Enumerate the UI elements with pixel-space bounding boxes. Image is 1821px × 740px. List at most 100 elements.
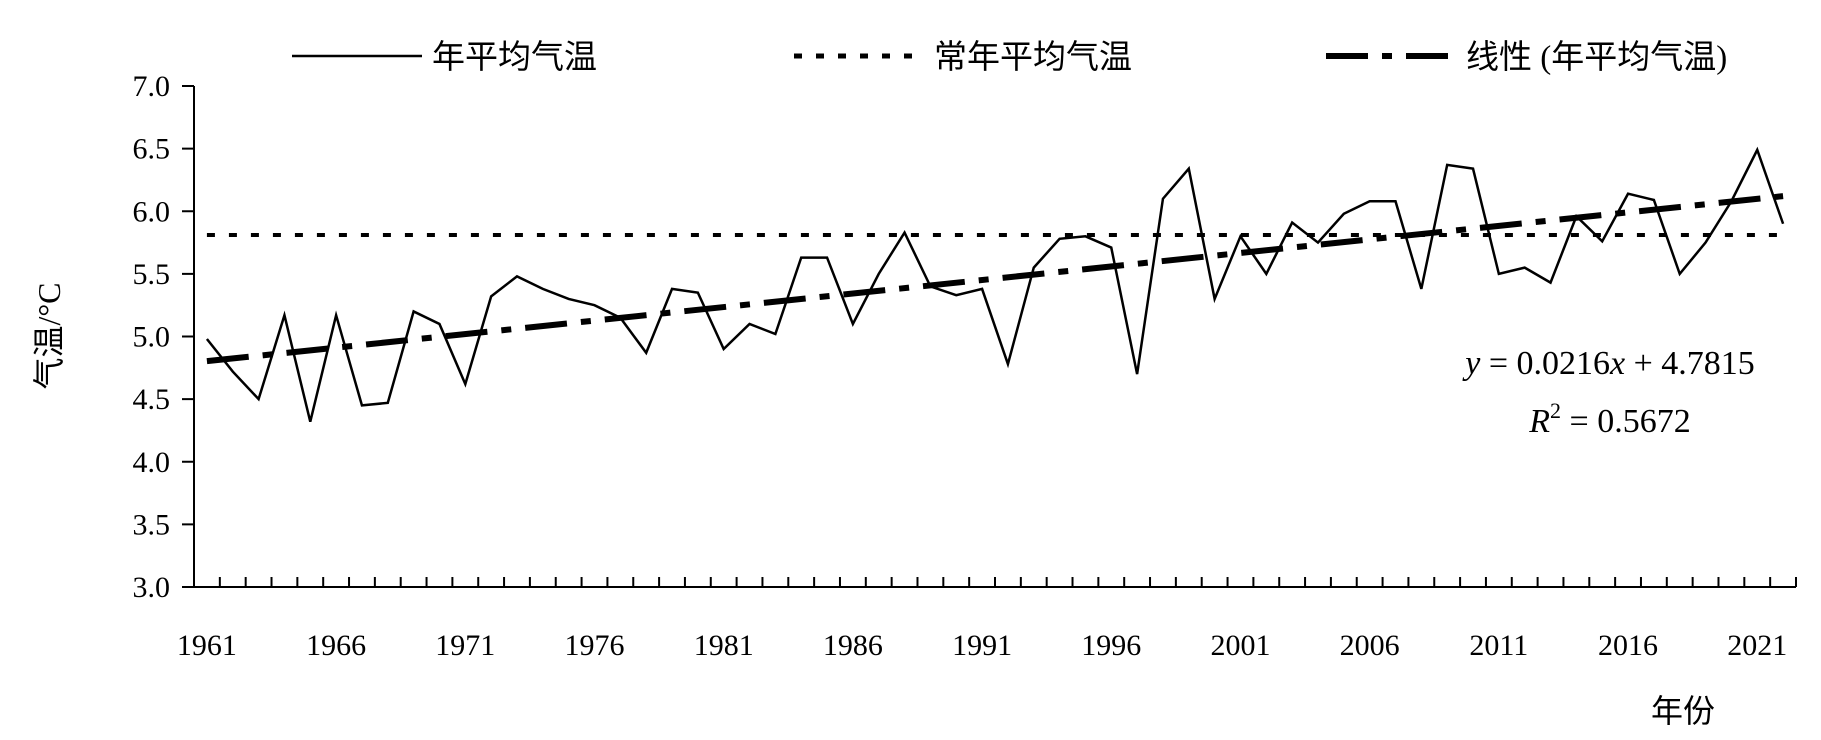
data-point <box>1111 247 1112 248</box>
data-point <box>1576 216 1577 217</box>
x-tick-label: 2006 <box>1340 629 1400 662</box>
data-point <box>1395 201 1396 202</box>
x-tick-label: 2021 <box>1727 629 1787 662</box>
data-point <box>1343 213 1344 214</box>
data-point <box>387 402 388 403</box>
x-tick-label: 1996 <box>1081 629 1141 662</box>
data-point <box>749 323 750 324</box>
x-tick-label: 1991 <box>952 629 1012 662</box>
data-point <box>672 288 673 289</box>
y-tick-label: 6.0 <box>133 195 171 228</box>
data-point <box>620 317 621 318</box>
x-tick-label: 1971 <box>435 629 495 662</box>
data-point <box>1705 242 1706 243</box>
data-point <box>491 296 492 297</box>
x-axis-title: 年份 <box>1651 693 1715 729</box>
series-line-linear-trend <box>206 193 1784 365</box>
data-point <box>336 315 337 316</box>
data-point <box>1085 236 1086 237</box>
data-point <box>878 273 879 274</box>
x-tick-label: 1986 <box>823 629 883 662</box>
y-axis-title: 气温/°C <box>31 282 67 389</box>
data-point <box>930 286 931 287</box>
data-point <box>956 295 957 296</box>
y-tick-label: 4.5 <box>133 383 171 416</box>
data-point <box>697 292 698 293</box>
x-tick-label: 2001 <box>1210 629 1270 662</box>
x-ticks: 1961 1966 1971 1976 1981 1986 1991 1996 2001 2006… <box>177 577 1797 662</box>
x-tick-label: 2016 <box>1598 629 1658 662</box>
data-point <box>1550 282 1551 283</box>
y-tick-label: 5.0 <box>133 321 171 354</box>
y-tick-label: 5.5 <box>133 258 171 291</box>
x-tick-label: 1976 <box>565 629 625 662</box>
y-ticks: 3.0 3.5 4.0 4.5 5.0 5.5 6.0 6.5 7.0 <box>133 70 194 604</box>
data-point <box>542 288 543 289</box>
data-point <box>801 257 802 258</box>
data-point <box>1653 199 1654 200</box>
data-point <box>439 323 440 324</box>
y-tick-label: 7.0 <box>133 70 171 103</box>
legend-label-linear-trend: 线性 (年平均气温) <box>1466 39 1727 76</box>
data-point <box>1137 374 1138 375</box>
data-point <box>1628 193 1629 194</box>
series-line-annual-mean <box>205 146 1785 422</box>
data-point <box>232 371 233 372</box>
data-point <box>1059 238 1060 239</box>
x-tick-label: 1961 <box>177 629 237 662</box>
data-point <box>1188 168 1189 169</box>
series-layer <box>205 146 1785 422</box>
trend-r-squared-text: R2 = 0.5672 <box>1528 398 1690 440</box>
data-point <box>1266 273 1267 274</box>
data-point <box>594 305 595 306</box>
x-tick-label: 2011 <box>1469 629 1528 662</box>
data-point <box>1783 223 1784 224</box>
data-point <box>904 232 905 233</box>
data-point <box>1421 288 1422 289</box>
trend-equation: y = 0.0216x + 4.7815 R2 = 0.5672 <box>1462 345 1755 440</box>
data-point <box>1473 168 1474 169</box>
data-point <box>284 315 285 316</box>
data-point <box>1369 201 1370 202</box>
data-point <box>1292 222 1293 223</box>
legend-label-normal-mean: 常年平均气温 <box>934 39 1132 76</box>
data-point <box>1498 273 1499 274</box>
y-tick-label: 6.5 <box>133 133 171 166</box>
legend-label-annual-mean: 年平均气温 <box>432 39 597 76</box>
y-tick-label: 3.5 <box>133 508 171 541</box>
data-point <box>1007 364 1008 365</box>
data-point <box>310 421 311 422</box>
data-point <box>1602 241 1603 242</box>
x-tick-label: 1966 <box>306 629 366 662</box>
data-point <box>1162 198 1163 199</box>
data-point <box>982 288 983 289</box>
data-point <box>646 352 647 353</box>
data-point <box>827 257 828 258</box>
data-point <box>1679 273 1680 274</box>
data-point <box>1240 236 1241 237</box>
data-point <box>1317 242 1318 243</box>
data-point <box>1447 164 1448 165</box>
data-point <box>516 276 517 277</box>
data-point <box>723 349 724 350</box>
data-point <box>852 323 853 324</box>
x-tick-label: 1981 <box>694 629 754 662</box>
data-point <box>258 399 259 400</box>
legend: 年平均气温 常年平均气温 线性 (年平均气温) <box>292 39 1727 76</box>
data-point <box>465 384 466 385</box>
data-point <box>568 298 569 299</box>
data-point <box>361 405 362 406</box>
y-tick-label: 3.0 <box>133 571 171 604</box>
data-point <box>413 311 414 312</box>
y-tick-label: 4.0 <box>133 446 171 479</box>
data-point <box>1524 267 1525 268</box>
trend-equation-text: y = 0.0216x + 4.7815 <box>1462 345 1755 382</box>
axes: 3.0 3.5 4.0 4.5 5.0 5.5 6.0 6.5 7.0 1961 1966 1971… <box>133 70 1797 662</box>
data-point <box>1214 298 1215 299</box>
data-point <box>1757 149 1758 150</box>
data-point <box>206 339 207 340</box>
data-point <box>1731 201 1732 202</box>
data-point <box>775 333 776 334</box>
data-point <box>1033 267 1034 268</box>
